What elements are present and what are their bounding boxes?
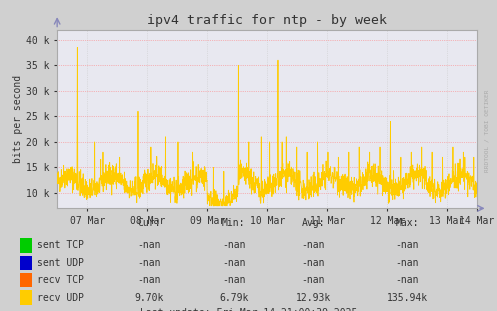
Text: recv UDP: recv UDP [37, 293, 84, 303]
Text: recv TCP: recv TCP [37, 275, 84, 285]
Text: Max:: Max: [396, 218, 419, 228]
Text: -nan: -nan [396, 240, 419, 250]
Text: 6.79k: 6.79k [219, 293, 248, 303]
Text: RRDTOOL / TOBI OETIKER: RRDTOOL / TOBI OETIKER [485, 89, 490, 172]
Text: Last update: Fri Mar 14 21:00:39 2025: Last update: Fri Mar 14 21:00:39 2025 [140, 308, 357, 311]
Text: -nan: -nan [301, 258, 325, 268]
Text: -nan: -nan [396, 258, 419, 268]
Text: -nan: -nan [137, 240, 161, 250]
Text: Avg:: Avg: [301, 218, 325, 228]
Text: 135.94k: 135.94k [387, 293, 428, 303]
Text: 12.93k: 12.93k [296, 293, 331, 303]
Text: 9.70k: 9.70k [134, 293, 164, 303]
Bar [20, 256, 32, 270]
Text: -nan: -nan [396, 275, 419, 285]
Text: sent TCP: sent TCP [37, 240, 84, 250]
Bar [20, 238, 32, 253]
Text: -nan: -nan [222, 258, 246, 268]
Title: ipv4 traffic for ntp - by week: ipv4 traffic for ntp - by week [147, 14, 387, 27]
Text: -nan: -nan [301, 240, 325, 250]
Text: -nan: -nan [137, 275, 161, 285]
Text: Cur:: Cur: [137, 218, 161, 228]
Bar [20, 290, 32, 305]
Text: -nan: -nan [137, 258, 161, 268]
Text: -nan: -nan [222, 240, 246, 250]
Text: sent UDP: sent UDP [37, 258, 84, 268]
Text: -nan: -nan [301, 275, 325, 285]
Text: Min:: Min: [222, 218, 246, 228]
Y-axis label: bits per second: bits per second [13, 75, 23, 163]
Bar [20, 273, 32, 287]
Text: -nan: -nan [222, 275, 246, 285]
